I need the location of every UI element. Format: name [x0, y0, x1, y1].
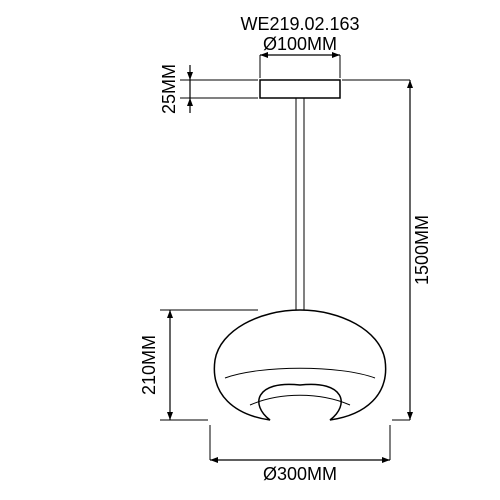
dimension-drawing: WE219.02.163 Ø100MM 25MM 1	[0, 0, 500, 500]
dim-shade-diameter-label: Ø300MM	[263, 464, 337, 484]
dim-shade-height-label: 210MM	[139, 335, 159, 395]
dim-cord-length-label: 1500MM	[412, 215, 432, 285]
dim-canopy-height: 25MM	[159, 64, 258, 114]
dim-canopy-diameter: Ø100MM	[260, 34, 340, 78]
cord-shape	[296, 98, 304, 310]
product-code: WE219.02.163	[240, 14, 359, 34]
dim-canopy-height-label: 25MM	[159, 64, 179, 114]
dim-cord-length: 1500MM	[342, 80, 432, 420]
shade-shape	[214, 310, 385, 420]
dim-canopy-diameter-label: Ø100MM	[263, 34, 337, 54]
canopy-shape	[260, 80, 340, 98]
dim-shade-diameter: Ø300MM	[210, 425, 390, 484]
